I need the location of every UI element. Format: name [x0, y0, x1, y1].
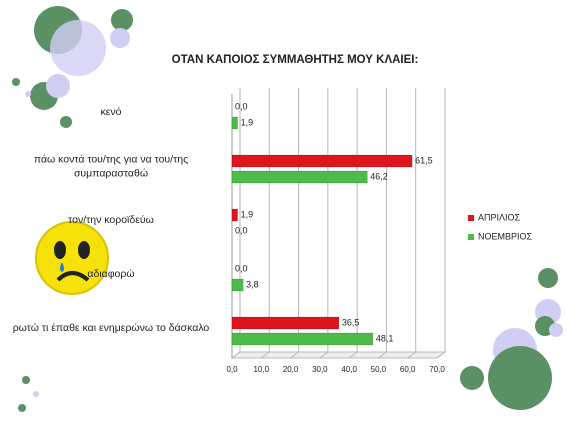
- grid-line: [260, 351, 270, 359]
- bar: [231, 170, 368, 184]
- x-tick-label: 30,0: [312, 365, 328, 374]
- grid-line: [319, 351, 329, 359]
- bar: [231, 332, 374, 346]
- x-tick-label: 20,0: [283, 365, 299, 374]
- bar: [231, 154, 413, 168]
- grid-line: [290, 351, 299, 359]
- grid-line: [436, 351, 446, 359]
- bar: [231, 116, 238, 130]
- legend-swatch: [468, 215, 474, 221]
- legend-label: ΑΠΡΙΛΙΟΣ: [478, 212, 521, 222]
- y-tick-label: κενό: [100, 106, 122, 119]
- bar: [231, 208, 238, 222]
- bar: [231, 278, 244, 292]
- value-label: 0,0: [235, 101, 248, 111]
- value-label: 1,9: [241, 117, 254, 127]
- x-tick-label: 10,0: [253, 365, 269, 374]
- x-tick-label: 50,0: [371, 365, 387, 374]
- value-label: 46,2: [370, 171, 388, 181]
- x-tick-label: 60,0: [400, 365, 416, 374]
- value-label: 1,9: [241, 209, 254, 219]
- value-label: 36,5: [342, 317, 360, 327]
- legend-label: ΝΟΕΜΒΡΙΟΣ: [478, 231, 533, 241]
- grid-line: [407, 351, 417, 359]
- legend-swatch: [468, 234, 474, 240]
- y-tick-label: πάω κοντά του/της για να του/της συμπαρα…: [33, 153, 189, 179]
- value-label: 0,0: [235, 263, 248, 273]
- value-label: 61,5: [415, 155, 433, 165]
- sad-smiley: [35, 221, 109, 295]
- chart-title: ΟΤΑΝ ΚΑΠΟΙΟΣ ΣΥΜΜΑΘΗΤΗΣ ΜΟΥ ΚΛΑΙΕΙ:: [172, 54, 419, 66]
- value-label: 0,0: [235, 225, 248, 235]
- x-tick-label: 0,0: [226, 365, 238, 374]
- x-tick-label: 40,0: [341, 365, 357, 374]
- y-tick-label: τον/την κοροϊδεύω: [68, 214, 154, 227]
- grid-line: [231, 351, 241, 359]
- decoration: [12, 6, 563, 412]
- bar: [231, 316, 340, 330]
- y-tick-label: ρωτώ τι έπαθε και ενημερώνω το δάσκαλο: [12, 322, 210, 335]
- grid-line: [348, 351, 358, 359]
- plot-floor: [230, 351, 447, 359]
- grid-line: [378, 351, 387, 359]
- value-label: 48,1: [376, 333, 394, 343]
- y-tick-label: αδιαφορώ: [87, 268, 135, 281]
- value-label: 3,8: [246, 279, 259, 289]
- x-tick-label: 70,0: [429, 365, 445, 374]
